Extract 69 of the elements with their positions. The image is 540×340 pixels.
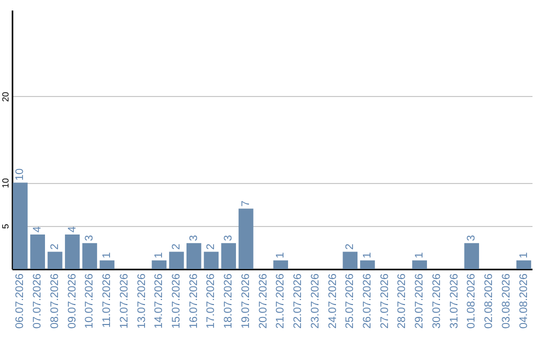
x-tick-label: 02.08.2026 xyxy=(483,274,496,329)
bar xyxy=(48,252,62,269)
bar xyxy=(273,260,288,269)
bar xyxy=(360,260,375,269)
data-label: 1 xyxy=(153,252,166,258)
bar xyxy=(516,260,532,269)
x-tick-label: 11.07.2026 xyxy=(101,274,114,328)
x-tick-label: 22.07.2026 xyxy=(292,274,304,329)
x-tick-label: 14.07.2026 xyxy=(153,274,166,329)
bar xyxy=(238,208,254,269)
data-label: 7 xyxy=(240,200,252,207)
bar xyxy=(204,252,219,269)
y-tick-label: 20 xyxy=(0,92,10,102)
bar xyxy=(100,260,114,269)
x-tick-label: 23.07.2026 xyxy=(309,274,322,329)
data-label: 2 xyxy=(344,244,356,250)
x-tick-label: 25.07.2026 xyxy=(344,274,356,329)
x-tick-label: 29.07.2026 xyxy=(414,274,426,329)
x-tick-label: 28.07.2026 xyxy=(396,274,408,329)
x-tick-label: 24.07.2026 xyxy=(326,274,339,329)
data-label: 3 xyxy=(466,234,478,242)
bar xyxy=(412,260,427,269)
bar xyxy=(82,243,98,269)
bar xyxy=(30,234,45,269)
y-tick-label: 10 xyxy=(0,178,10,188)
x-tick-label: 03.08.2026 xyxy=(500,274,512,329)
y-tick-label: 5 xyxy=(0,224,10,229)
bar xyxy=(169,252,184,269)
data-label: 3 xyxy=(188,234,200,242)
bar xyxy=(342,252,358,269)
x-tick-label: 04.08.2026 xyxy=(518,274,530,329)
x-tick-label: 19.07.2026 xyxy=(240,274,252,329)
x-tick-label: 21.07.2026 xyxy=(274,274,287,329)
x-tick-label: 07.07.2026 xyxy=(32,274,44,329)
x-tick-label: 08.07.2026 xyxy=(48,274,61,329)
bar xyxy=(64,234,80,269)
bar xyxy=(152,260,167,269)
data-label: 1 xyxy=(414,252,426,258)
data-label: 2 xyxy=(170,244,183,250)
x-tick-label: 13.07.2026 xyxy=(136,274,148,329)
x-tick-label: 20.07.2026 xyxy=(257,274,270,329)
x-tick-label: 15.07.2026 xyxy=(170,274,183,329)
x-tick-label: 17.07.2026 xyxy=(205,274,218,329)
x-tick-label: 30.07.2026 xyxy=(430,274,443,329)
x-tick-label: 16.07.2026 xyxy=(188,274,200,329)
data-label: 1 xyxy=(101,252,114,258)
data-label: 4 xyxy=(32,226,44,232)
bar xyxy=(221,243,236,269)
data-label: 1 xyxy=(361,252,374,258)
x-tick-label: 12.07.2026 xyxy=(118,274,130,329)
x-tick-label: 09.07.2026 xyxy=(66,274,78,329)
bar xyxy=(12,182,28,269)
x-tick-label: 26.07.2026 xyxy=(361,274,374,329)
x-tick-label: 31.07.2026 xyxy=(448,274,460,329)
data-label: 10 xyxy=(14,168,26,181)
x-tick-label: 27.07.2026 xyxy=(378,274,391,329)
x-tick-label: 01.08.2026 xyxy=(466,274,478,329)
data-label: 3 xyxy=(84,234,96,242)
data-label: 3 xyxy=(222,234,235,242)
bar xyxy=(186,243,202,269)
data-label: 2 xyxy=(48,244,61,250)
x-tick-label: 10.07.2026 xyxy=(84,274,96,329)
data-label: 4 xyxy=(66,226,78,232)
x-tick-label: 18.07.2026 xyxy=(222,274,235,329)
data-label: 1 xyxy=(518,252,530,258)
x-tick-label: 06.07.2026 xyxy=(14,274,26,329)
bar xyxy=(464,243,480,269)
data-label: 2 xyxy=(205,244,218,250)
data-label: 1 xyxy=(274,252,287,258)
